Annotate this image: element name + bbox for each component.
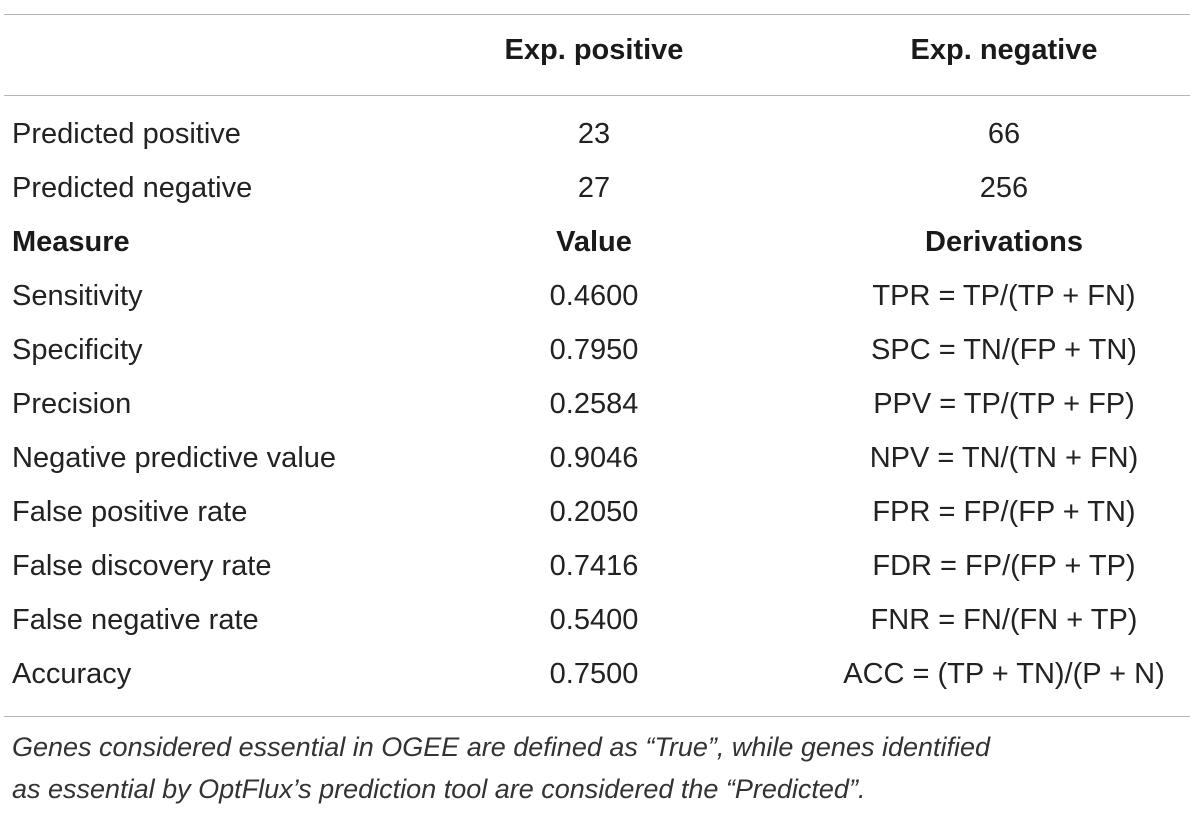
- measure-value: 0.7500: [549, 658, 639, 690]
- measure-derivation: FNR = FN/(FN + TP): [870, 604, 1138, 636]
- table-row: Predicted positive 23 66: [0, 107, 1200, 161]
- table-top-rule: [4, 14, 1190, 15]
- header-value: Value: [556, 226, 632, 258]
- table-row: Predicted negative 27 256: [0, 161, 1200, 215]
- table-header-row: Exp. positive Exp. negative: [0, 23, 1200, 77]
- table-row: False negative rate 0.5400 FNR = FN/(FN …: [0, 593, 1200, 647]
- measure-label: False positive rate: [12, 496, 248, 528]
- measure-header-row: Measure Value Derivations: [0, 215, 1200, 269]
- measure-label: False negative rate: [12, 604, 259, 636]
- measure-derivation: TPR = TP/(TP + FN): [872, 280, 1136, 312]
- measure-derivation: SPC = TN/(FP + TN): [871, 334, 1137, 366]
- row-label: Predicted positive: [12, 118, 241, 150]
- row-label: Predicted negative: [12, 172, 253, 204]
- measure-derivation: PPV = TP/(TP + FP): [873, 388, 1135, 420]
- measure-value: 0.2584: [549, 388, 639, 420]
- header-measure: Measure: [12, 226, 130, 258]
- table-footnote: Genes considered essential in OGEE are d…: [12, 726, 1192, 810]
- measure-value: 0.9046: [549, 442, 639, 474]
- table-header-rule: [4, 95, 1190, 96]
- footnote-line-2: as essential by OptFlux’s prediction too…: [12, 774, 866, 804]
- measure-label: Accuracy: [12, 658, 132, 690]
- footnote-line-1: Genes considered essential in OGEE are d…: [12, 732, 991, 762]
- row-exp-positive-value: 27: [577, 172, 611, 204]
- measure-value: 0.5400: [549, 604, 639, 636]
- row-exp-positive-value: 23: [577, 118, 611, 150]
- row-exp-negative-value: 256: [979, 172, 1029, 204]
- measure-label: Negative predictive value: [12, 442, 337, 474]
- header-exp-positive: Exp. positive: [504, 34, 684, 66]
- measure-derivation: FPR = FP/(FP + TN): [872, 496, 1136, 528]
- table-row: False positive rate 0.2050 FPR = FP/(FP …: [0, 485, 1200, 539]
- measure-label: Precision: [12, 388, 132, 420]
- table-row: Negative predictive value 0.9046 NPV = T…: [0, 431, 1200, 485]
- measure-value: 0.2050: [549, 496, 639, 528]
- measure-value: 0.7416: [549, 550, 639, 582]
- measure-value: 0.4600: [549, 280, 639, 312]
- measure-derivation: ACC = (TP + TN)/(P + N): [843, 658, 1165, 690]
- header-derivations: Derivations: [925, 226, 1083, 258]
- header-exp-negative: Exp. negative: [910, 34, 1098, 66]
- measure-derivation: NPV = TN/(TN + FN): [869, 442, 1139, 474]
- measure-label: Sensitivity: [12, 280, 143, 312]
- row-exp-negative-value: 66: [987, 118, 1021, 150]
- measure-label: False discovery rate: [12, 550, 272, 582]
- table-row: Accuracy 0.7500 ACC = (TP + TN)/(P + N): [0, 647, 1200, 701]
- table-row: Specificity 0.7950 SPC = TN/(FP + TN): [0, 323, 1200, 377]
- table-row: False discovery rate 0.7416 FDR = FP/(FP…: [0, 539, 1200, 593]
- measure-derivation: FDR = FP/(FP + TP): [872, 550, 1136, 582]
- measure-label: Specificity: [12, 334, 143, 366]
- table-row: Sensitivity 0.4600 TPR = TP/(TP + FN): [0, 269, 1200, 323]
- table-row: Precision 0.2584 PPV = TP/(TP + FP): [0, 377, 1200, 431]
- measure-value: 0.7950: [549, 334, 639, 366]
- table-bottom-rule: [4, 716, 1190, 717]
